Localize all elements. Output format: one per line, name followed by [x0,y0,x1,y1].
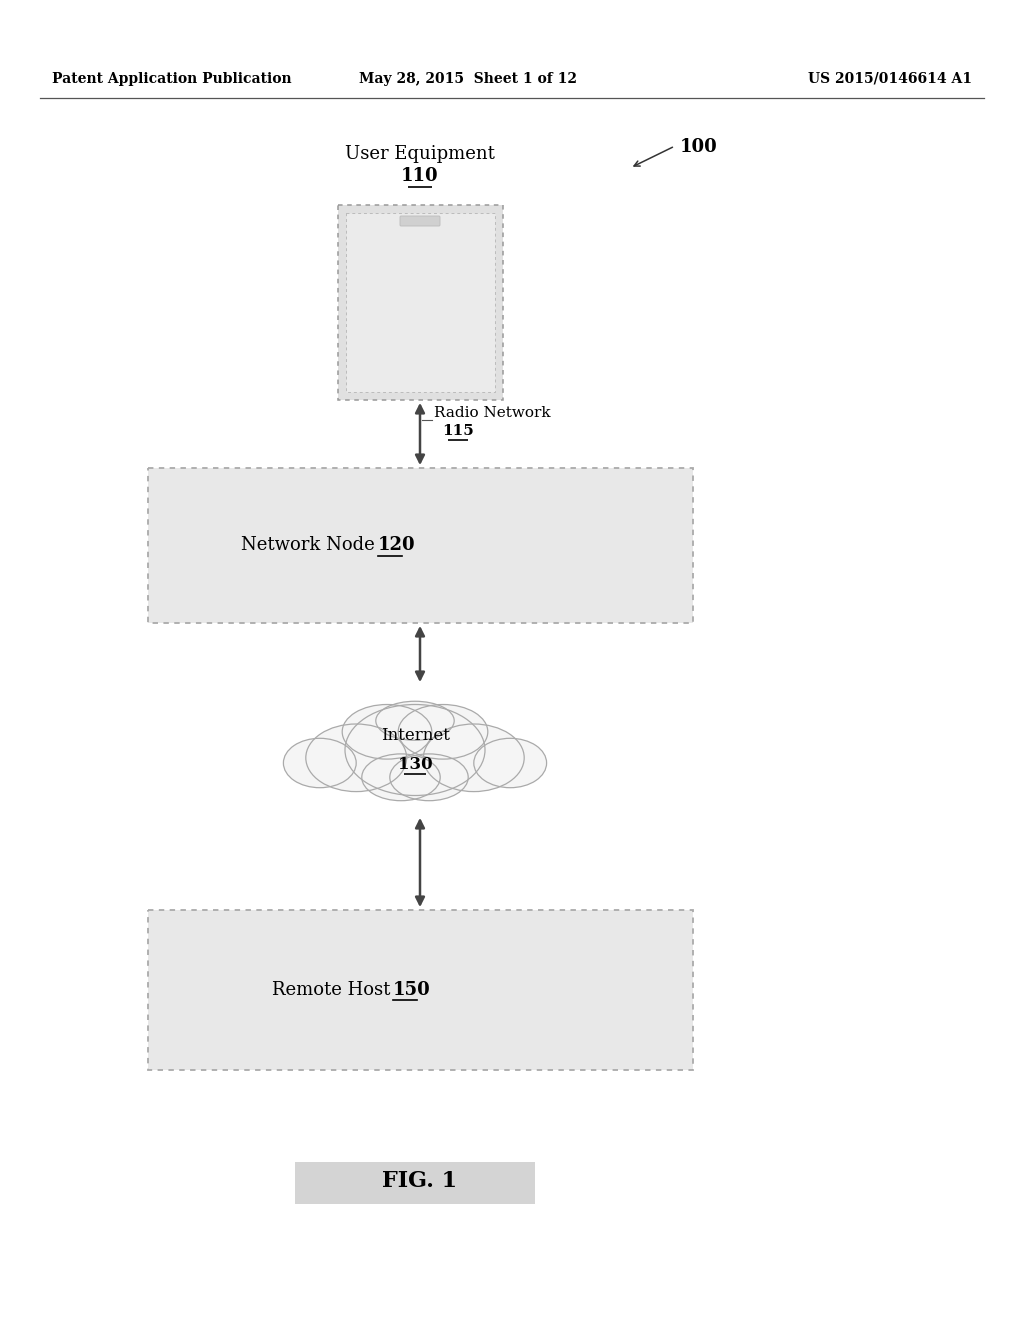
Text: Internet: Internet [381,727,450,744]
Text: FIG. 1: FIG. 1 [382,1170,458,1192]
Ellipse shape [284,738,356,788]
Text: 110: 110 [401,168,439,185]
Ellipse shape [390,754,468,801]
Text: May 28, 2015  Sheet 1 of 12: May 28, 2015 Sheet 1 of 12 [359,73,577,86]
Ellipse shape [423,723,524,792]
Text: Remote Host: Remote Host [271,981,390,999]
Text: 150: 150 [393,981,431,999]
Ellipse shape [474,738,547,788]
Ellipse shape [398,705,487,759]
Text: Radio Network: Radio Network [434,407,551,420]
FancyBboxPatch shape [148,909,693,1071]
Ellipse shape [361,754,440,801]
Ellipse shape [306,723,407,792]
FancyBboxPatch shape [338,205,503,400]
Text: Patent Application Publication: Patent Application Publication [52,73,292,86]
Text: 120: 120 [378,536,416,554]
FancyBboxPatch shape [295,1162,535,1204]
FancyBboxPatch shape [346,213,495,392]
Ellipse shape [345,705,485,796]
Text: User Equipment: User Equipment [345,145,495,162]
Text: Network Node: Network Node [242,536,375,554]
Text: 100: 100 [680,139,718,156]
Text: 130: 130 [397,756,432,774]
FancyBboxPatch shape [400,216,440,226]
Text: 115: 115 [442,424,474,438]
Text: US 2015/0146614 A1: US 2015/0146614 A1 [808,73,972,86]
FancyBboxPatch shape [148,469,693,623]
Ellipse shape [376,701,455,741]
Ellipse shape [342,705,432,759]
